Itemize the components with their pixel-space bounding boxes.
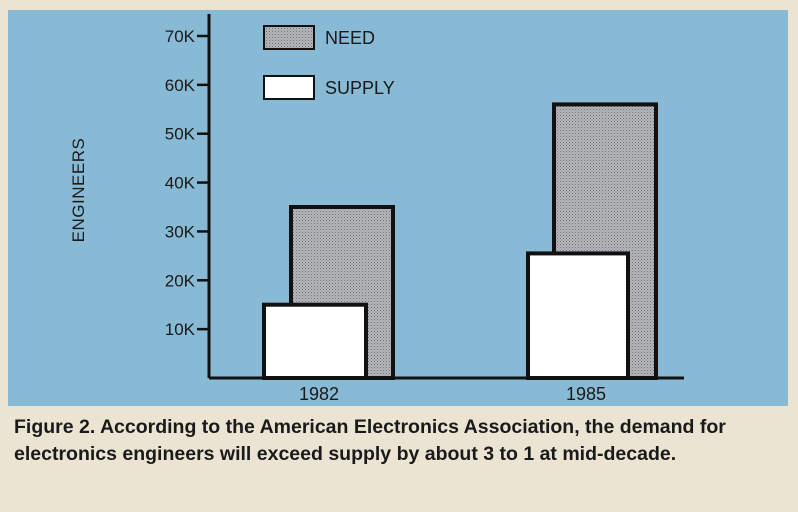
bars-layer xyxy=(262,102,658,381)
y-tick-label-60K: 60K xyxy=(165,76,196,95)
bar-supply-1985 xyxy=(526,251,630,381)
chart-figure: 1982 1985 10K 20K 30K 40K 50K 60K 70K NEED SUPPLY… xyxy=(8,10,788,406)
legend: NEED SUPPLY xyxy=(263,25,395,100)
legend-swatch-need xyxy=(263,25,315,50)
y-tick-label-30K: 30K xyxy=(165,222,196,241)
legend-label-need: NEED xyxy=(325,28,375,48)
y-tick-label-50K: 50K xyxy=(165,125,196,144)
legend-label-supply: SUPPLY xyxy=(325,78,395,98)
y-axis-label: ENGINEERS xyxy=(69,138,88,243)
y-tick-label-70K: 70K xyxy=(165,27,196,46)
bar-chart: 1982 1985 10K 20K 30K 40K 50K 60K 70K NEED SUPPLY… xyxy=(69,14,684,404)
legend-swatch-supply xyxy=(263,75,315,100)
axes-layer: 1982 1985 10K 20K 30K 40K 50K 60K 70K xyxy=(165,14,684,404)
bar-supply-1982 xyxy=(262,302,368,381)
y-tick-label-20K: 20K xyxy=(165,271,196,290)
y-tick-label-40K: 40K xyxy=(165,174,196,193)
figure-caption: Figure 2. According to the American Elec… xyxy=(14,416,726,465)
x-tick-label-1982: 1982 xyxy=(299,384,339,404)
y-tick-label-10K: 10K xyxy=(165,320,196,339)
x-tick-label-1985: 1985 xyxy=(566,384,606,404)
